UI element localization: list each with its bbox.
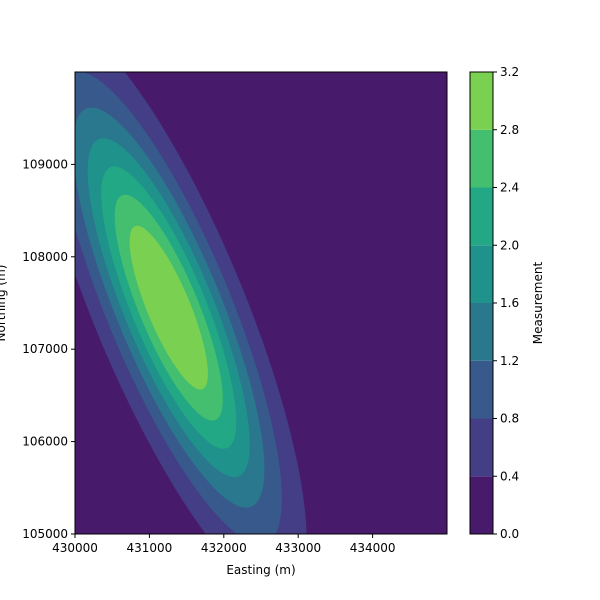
colorbar-tick-label: 0.8 [500,412,519,426]
colorbar-tick-label: 2.4 [500,181,519,195]
y-tick-label: 108000 [22,250,68,264]
colorbar-title: Measurement [531,262,545,345]
y-axis-title: Northing (m) [0,265,8,342]
y-tick-label: 106000 [22,435,68,449]
x-tick-label: 434000 [350,541,396,555]
colorbar-tick-label: 2.8 [500,123,519,137]
colorbar-segment-5 [470,187,493,246]
colorbar-segment-4 [470,245,493,303]
x-tick-label: 430000 [52,541,98,555]
x-axis-ticks: 430000 431000 432000 433000 434000 [52,534,396,555]
contour-band-7 [129,225,208,390]
colorbar-tick-label: 0.4 [500,469,519,483]
colorbar-segment-7 [470,72,493,130]
colorbar-tick-label: 2.0 [500,238,519,252]
y-axis-ticks: 105000 106000 107000 108000 109000 [22,157,75,541]
y-tick-label: 105000 [22,527,68,541]
colorbar-segment-2 [470,360,493,419]
colorbar-tick-label: 3.2 [500,65,519,79]
y-tick-label: 107000 [22,342,68,356]
colorbar-ticks: 0.0 0.4 0.8 1.2 1.6 2.0 2.4 2.8 3.2 [493,65,519,541]
colorbar-segment-6 [470,129,493,188]
colorbar-tick-label: 0.0 [500,527,519,541]
x-tick-label: 433000 [275,541,321,555]
colorbar-tick-label: 1.2 [500,354,519,368]
colorbar-segment-1 [470,418,493,477]
colorbar-tick-label: 1.6 [500,296,519,310]
colorbar-segment-0 [470,476,493,534]
plot-frame [74,71,448,535]
x-tick-label: 431000 [126,541,172,555]
colorbar-segment-3 [470,303,493,361]
x-tick-label: 432000 [201,541,247,555]
colorbar [470,72,493,534]
contour-fills [75,72,307,534]
x-axis-title: Easting (m) [226,563,295,577]
y-tick-label: 109000 [22,157,68,171]
